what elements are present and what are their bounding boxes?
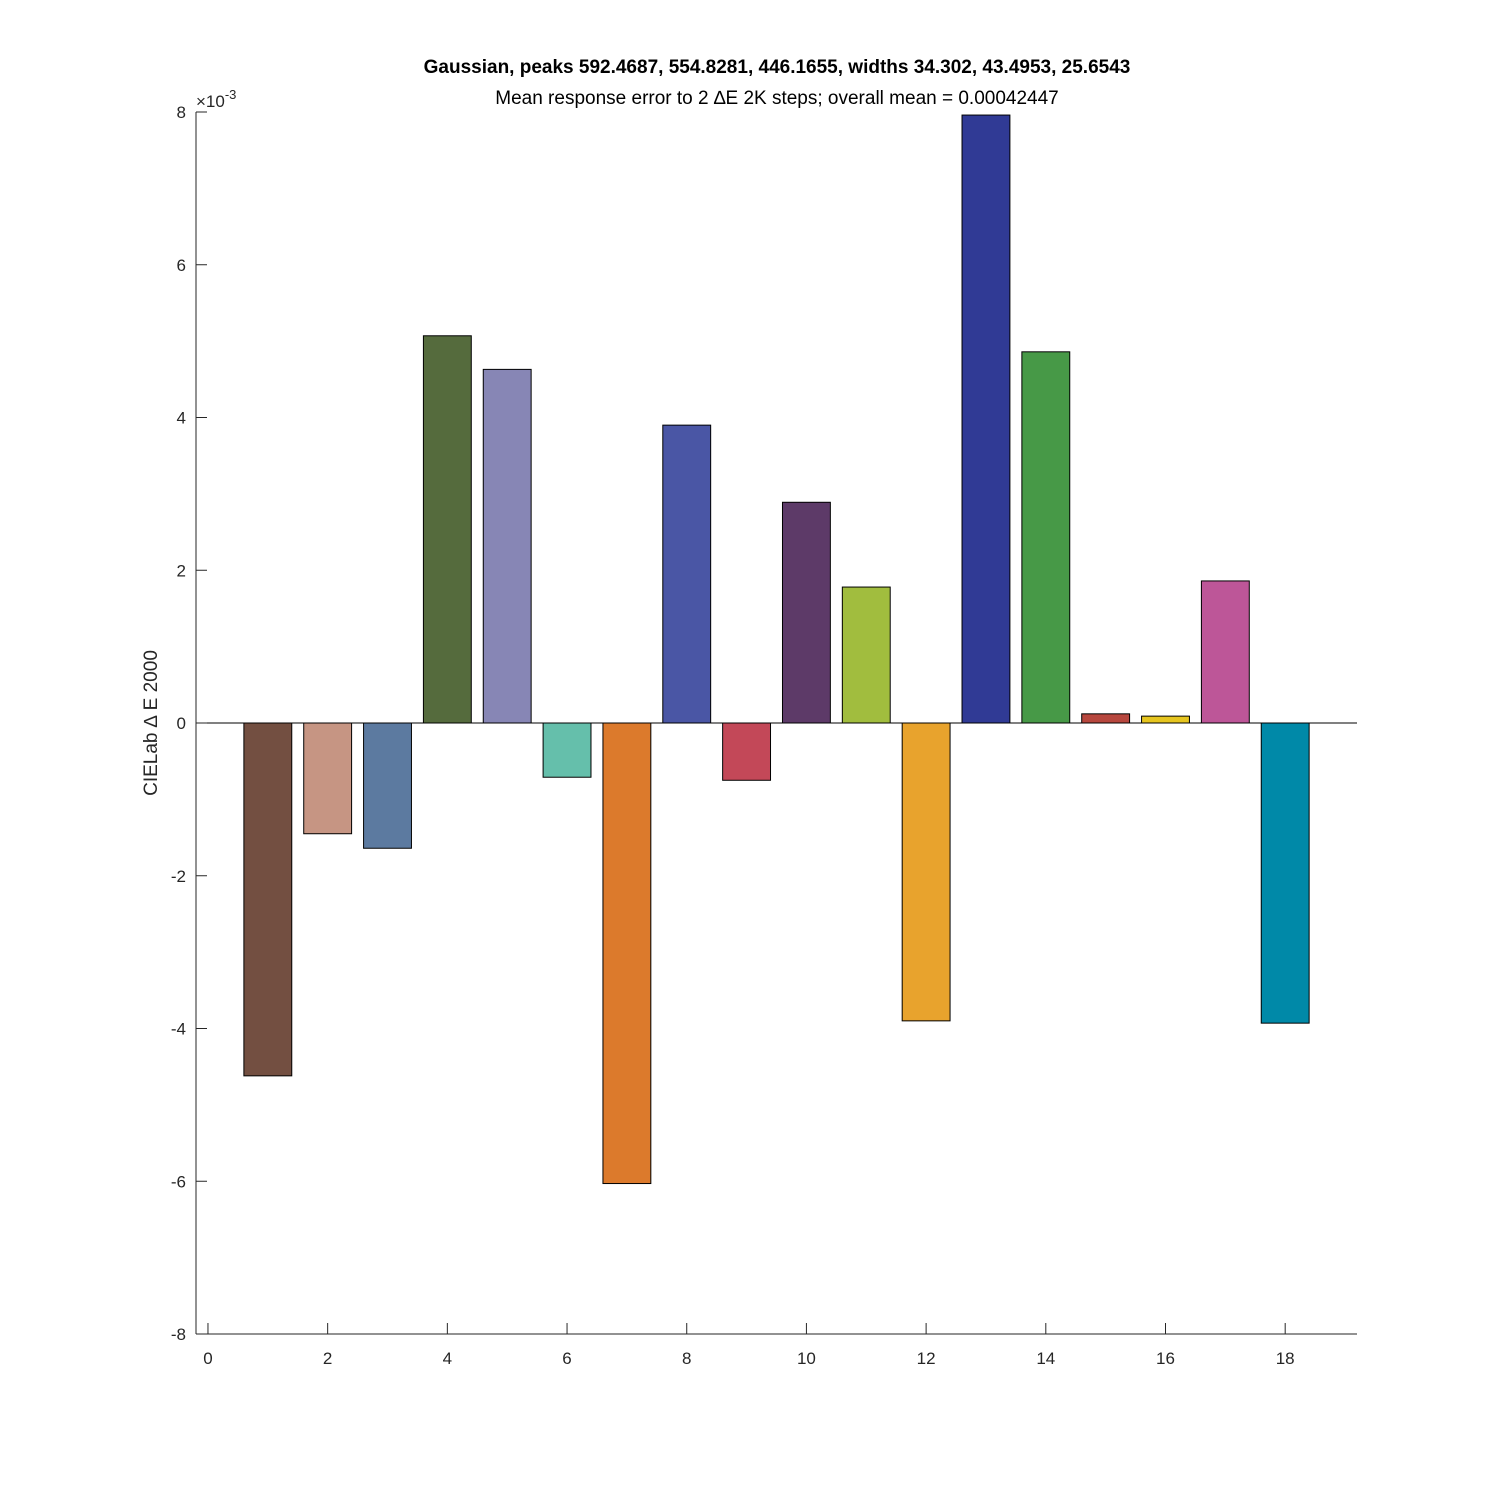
x-tick-label-16: 16 <box>1156 1349 1175 1368</box>
bar-15 <box>1081 713 1131 724</box>
bar-18 <box>1260 722 1310 1024</box>
bar-17 <box>1200 580 1250 724</box>
y-tick-label--6: -6 <box>171 1172 186 1191</box>
bar-8 <box>662 424 712 724</box>
y-axis-label: CIELab ∆ E 2000 <box>141 650 162 796</box>
y-exponent-power: -3 <box>225 87 237 102</box>
bar-4 <box>422 335 472 724</box>
bar-16 <box>1141 715 1190 724</box>
y-tick-label--8: -8 <box>171 1325 186 1344</box>
ticks-layer: 0 2 4 6 8 10 12 14 16 18 -8 -6 -4 -2 0 2 4 6 8 <box>171 103 1295 1368</box>
y-tick-label-4: 4 <box>177 409 186 428</box>
y-axis-exponent-label: ×10-3 <box>196 87 236 111</box>
x-tick-label-4: 4 <box>443 1349 452 1368</box>
bar-5 <box>482 368 532 724</box>
y-tick-label-2: 2 <box>177 561 186 580</box>
bar-10 <box>781 501 831 724</box>
bars-layer <box>243 114 1310 1185</box>
bar-13 <box>961 114 1011 724</box>
bar-9 <box>722 722 772 781</box>
x-tick-label-0: 0 <box>203 1349 212 1368</box>
bar-11 <box>841 586 891 724</box>
bar-12 <box>901 722 951 1022</box>
bar-6 <box>542 722 592 778</box>
x-tick-label-2: 2 <box>323 1349 332 1368</box>
y-tick-label--4: -4 <box>171 1020 186 1039</box>
bar-14 <box>1021 351 1071 724</box>
x-tick-label-18: 18 <box>1276 1349 1295 1368</box>
y-exponent-base: ×10 <box>196 92 225 111</box>
bar-7 <box>602 722 652 1185</box>
bar-1 <box>243 722 293 1077</box>
chart-title: Gaussian, peaks 592.4687, 554.8281, 446.… <box>424 57 1131 78</box>
x-tick-label-14: 14 <box>1036 1349 1055 1368</box>
bar-2 <box>303 722 353 835</box>
y-tick-label-6: 6 <box>177 256 186 275</box>
y-tick-label-0: 0 <box>177 714 186 733</box>
chart-subtitle: Mean response error to 2 ∆E 2K steps; ov… <box>495 88 1059 109</box>
x-tick-label-10: 10 <box>797 1349 816 1368</box>
bar-3 <box>363 722 412 849</box>
y-tick-label--2: -2 <box>171 867 186 886</box>
x-tick-label-12: 12 <box>917 1349 936 1368</box>
x-tick-label-6: 6 <box>562 1349 571 1368</box>
x-tick-label-8: 8 <box>682 1349 691 1368</box>
y-tick-label-8: 8 <box>177 103 186 122</box>
